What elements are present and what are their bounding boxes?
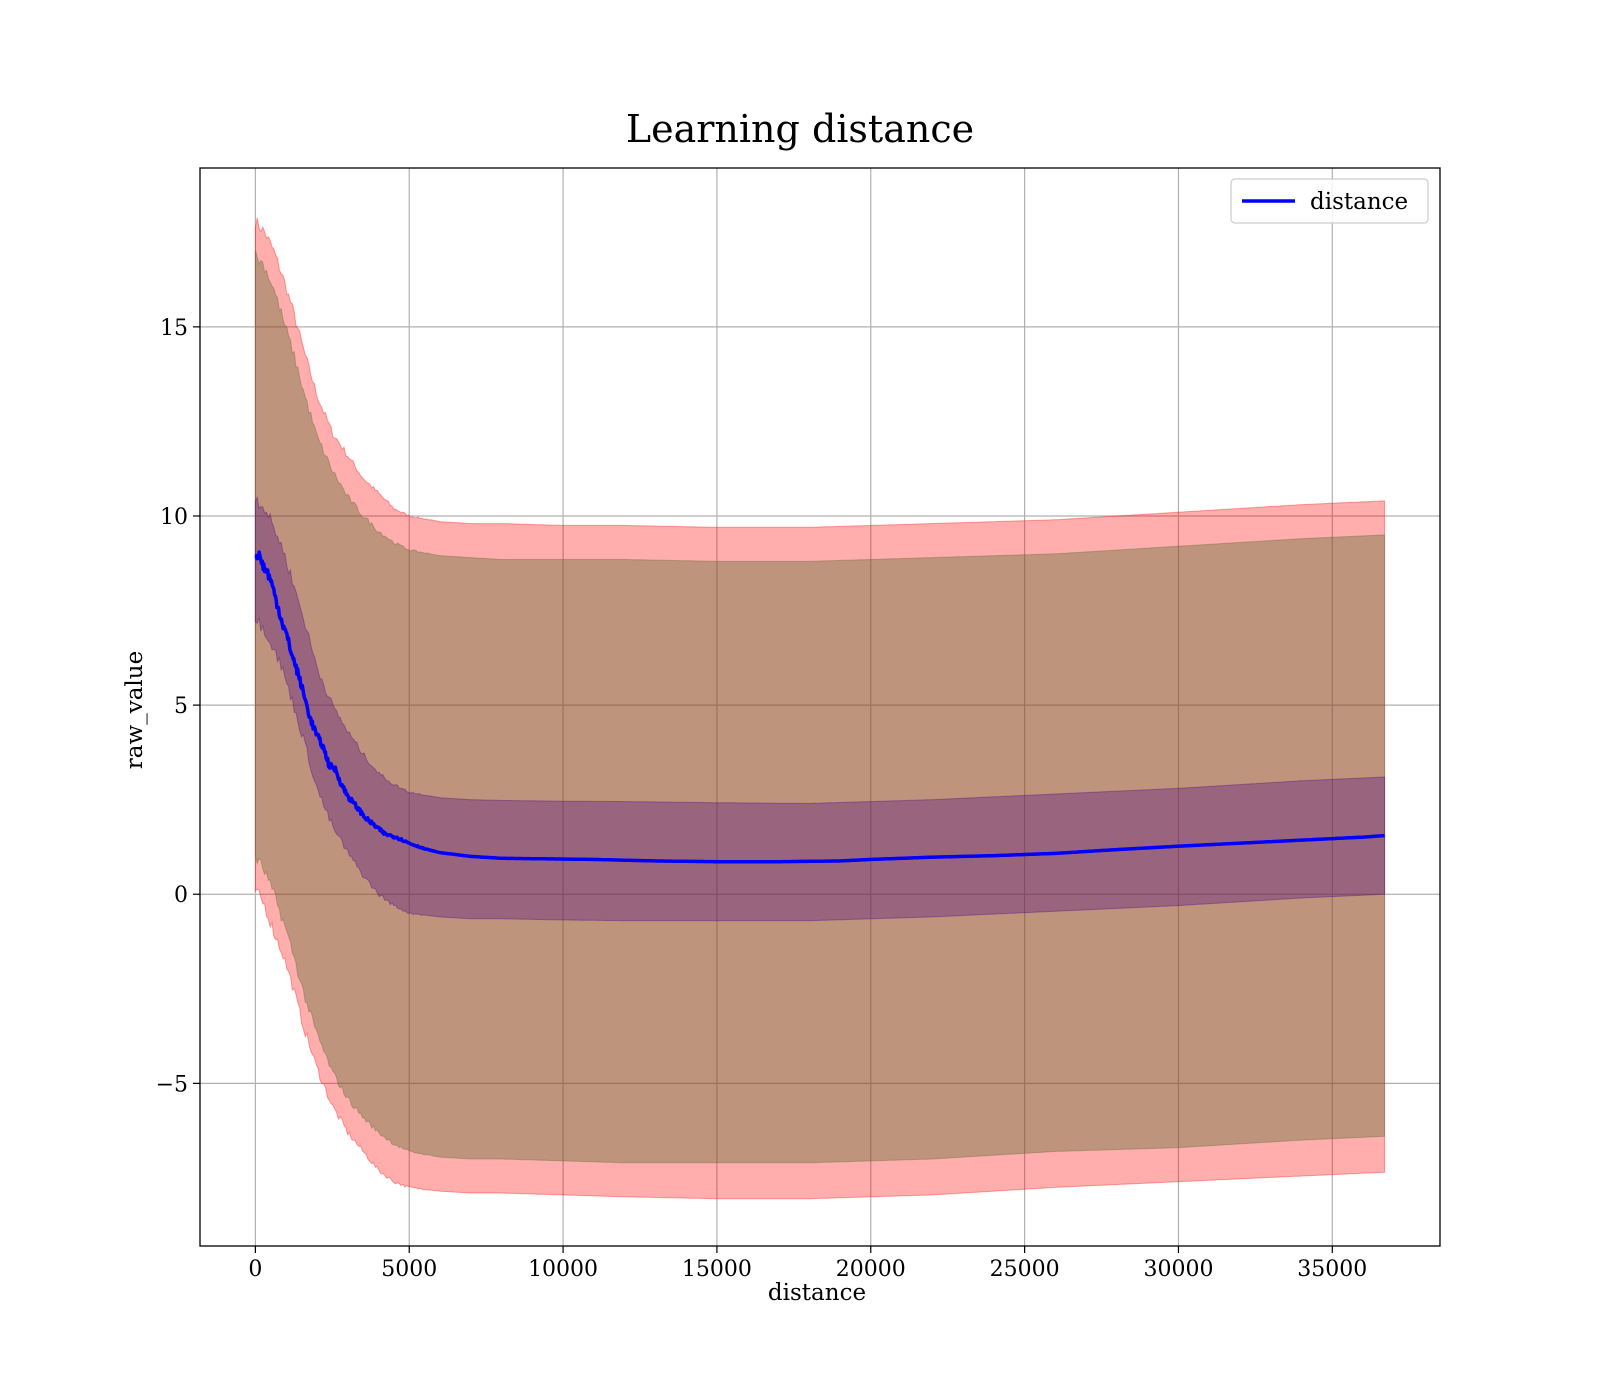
- x-tick-label-0: 0: [248, 1257, 262, 1282]
- y-tick-label-1: 0: [174, 883, 188, 908]
- x-tick-label-4: 20000: [836, 1257, 906, 1282]
- band-inner: [254, 495, 1386, 922]
- series-line-distance: [254, 550, 1386, 864]
- x-tick-label-3: 15000: [682, 1257, 752, 1282]
- x-axis-label: distance: [768, 1280, 866, 1306]
- legend-box: [1230, 178, 1429, 224]
- x-tick-label-7: 35000: [1297, 1257, 1367, 1282]
- x-tick-label-5: 25000: [990, 1257, 1060, 1282]
- axes-frame: [199, 167, 1441, 1247]
- x-tick-label-2: 10000: [528, 1257, 598, 1282]
- legend-label-distance: distance: [1310, 189, 1408, 215]
- plot-area: 0 5000 10000 15000 20000 25000 30000 35000 −5 0 5 1…: [156, 167, 1441, 1282]
- y-tick-label-0: −5: [156, 1072, 188, 1097]
- x-tick-label-1: 5000: [381, 1257, 437, 1282]
- y-tick-label-2: 5: [174, 694, 188, 719]
- y-axis-label: raw_value: [122, 651, 148, 769]
- band-middle: [254, 249, 1386, 1164]
- legend: distance: [1230, 178, 1429, 224]
- y-tick-label-3: 10: [160, 505, 188, 530]
- chart-title: Learning distance: [626, 107, 974, 151]
- band-outer: [254, 217, 1386, 1200]
- y-tick-label-4: 15: [160, 316, 188, 341]
- x-tick-label-6: 30000: [1143, 1257, 1213, 1282]
